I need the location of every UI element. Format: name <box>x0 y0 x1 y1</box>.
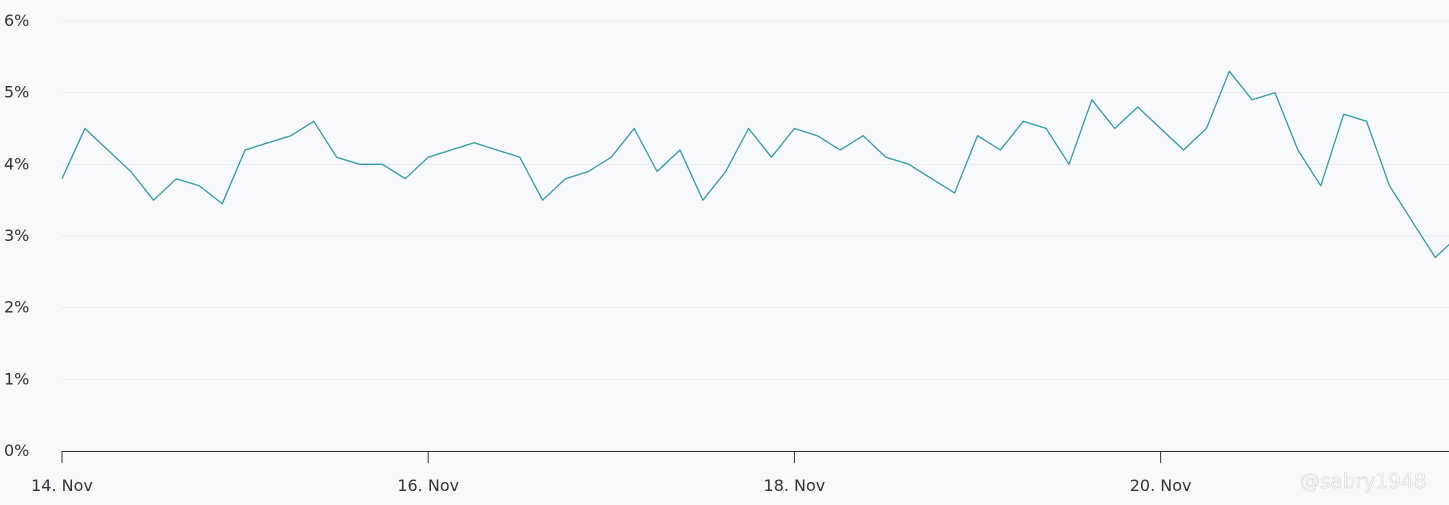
x-tick-label: 16. Nov <box>397 476 459 495</box>
watermark-text: @sabry1948 <box>1300 469 1426 493</box>
y-tick-label: 1% <box>4 369 29 388</box>
series-line <box>61 70 1449 259</box>
y-axis-ticks: 0% 1% 2% 3% 4% 5% 6% <box>4 11 29 460</box>
y-tick-label: 6% <box>4 11 29 30</box>
series-group <box>61 70 1449 259</box>
y-tick-label: 4% <box>4 154 29 173</box>
x-tick-label: 18. Nov <box>764 476 826 495</box>
x-tick-label: 20. Nov <box>1130 476 1192 495</box>
y-tick-label: 0% <box>4 441 29 460</box>
y-tick-label: 3% <box>4 226 29 245</box>
gridlines <box>62 20 1449 380</box>
y-tick-label: 2% <box>4 298 29 317</box>
y-tick-label: 5% <box>4 83 29 102</box>
x-tick-label: 14. Nov <box>31 476 93 495</box>
